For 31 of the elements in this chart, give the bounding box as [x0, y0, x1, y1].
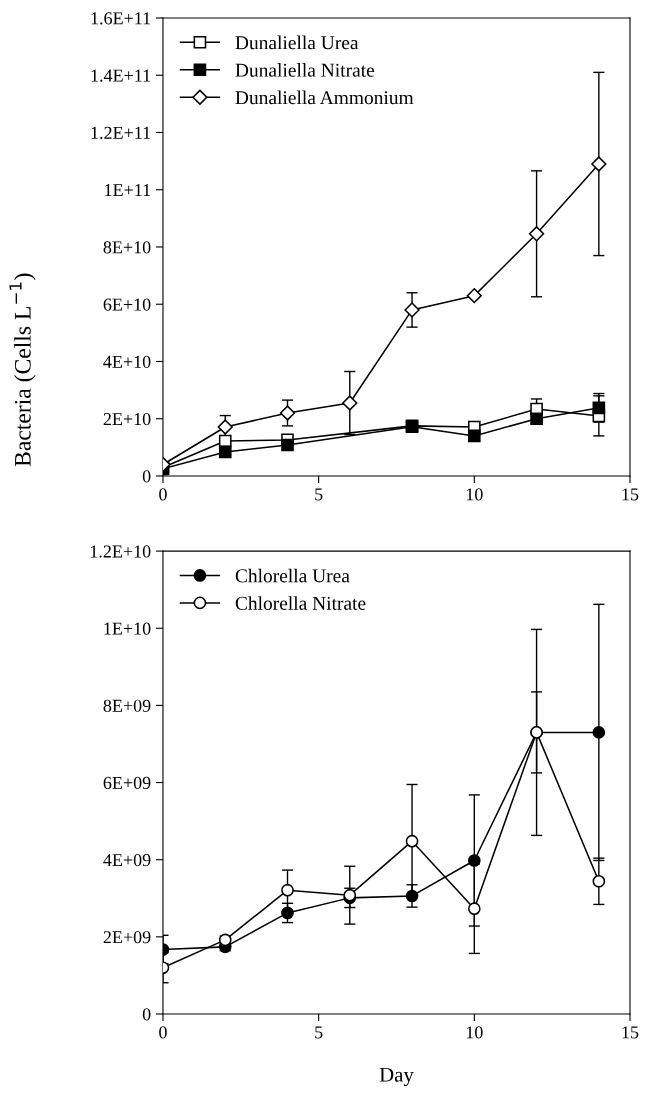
legend-label: Dunaliella Urea [235, 35, 359, 50]
y-tick-label: 1.6E+11 [91, 12, 151, 25]
x-tick-label: 0 [159, 1026, 167, 1039]
legend-label: Chlorella Nitrate [235, 596, 366, 610]
x-tick-label: 10 [466, 1026, 483, 1039]
y-tick-label: 6E+10 [103, 298, 151, 311]
x-tick-label: 15 [622, 1026, 639, 1039]
y-tick-label: 1.2E+11 [91, 126, 151, 139]
y-tick-label: 1E+11 [105, 184, 151, 196]
y-tick-label: 2E+09 [103, 931, 151, 944]
legend-label: Chlorella Urea [235, 568, 350, 583]
x-axis-title: Day [379, 1067, 414, 1087]
x-tick-label: 5 [315, 488, 323, 501]
y-tick-label: 0 [142, 1008, 151, 1021]
y-tick-label: 4E+09 [103, 853, 151, 867]
y-tick-label: 8E+10 [103, 241, 151, 254]
x-tick-label: 15 [622, 488, 639, 501]
legend-label: Dunaliella Ammonium [235, 90, 414, 105]
y-tick-label: 6E+09 [103, 776, 151, 789]
y-tick-label: 2E+10 [103, 412, 151, 426]
legend-label: Dunaliella Nitrate [235, 63, 375, 77]
x-tick-label: 0 [159, 488, 167, 501]
y-tick-label: 4E+10 [103, 355, 151, 368]
x-tick-label: 10 [466, 488, 483, 501]
y-tick-label: 0 [142, 470, 151, 483]
y-axis-title: Bacteria (Cells L$^{−1}$) [9, 273, 36, 467]
y-tick-label: 1.4E+11 [91, 69, 151, 82]
y-tick-label: 1.2E+10 [90, 545, 151, 558]
y-tick-label: 1E+10 [104, 622, 151, 635]
x-tick-label: 5 [315, 1026, 323, 1039]
y-tick-label: 8E+09 [103, 699, 151, 712]
